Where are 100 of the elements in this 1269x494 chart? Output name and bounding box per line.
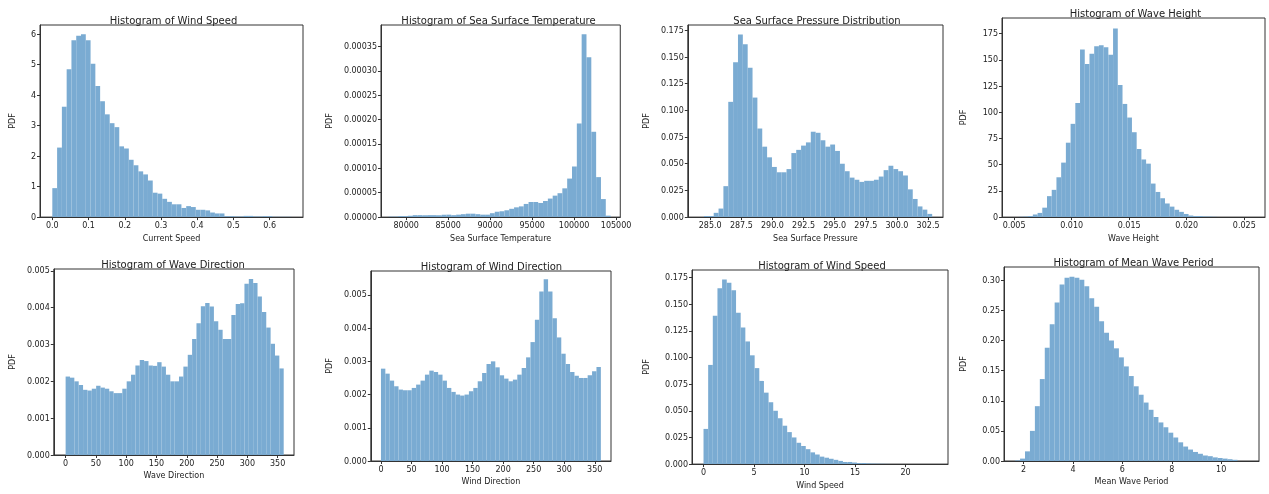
x-tick-label: 287.5: [729, 220, 753, 230]
y-tick-label: 0.10: [982, 396, 1000, 406]
x-tick-label: 0.010: [1060, 220, 1084, 230]
x-tick-label: 0.6: [263, 220, 277, 230]
y-tick-label: 125: [982, 81, 998, 91]
x-tick-label: 6: [1119, 464, 1125, 474]
y-axis-title: PDF: [641, 112, 651, 129]
x-axis-title: Wind Direction: [461, 477, 521, 487]
x-tick-label: 0: [378, 464, 384, 474]
x-tick-label: 150: [148, 458, 165, 468]
y-tick-label: 5: [30, 60, 36, 70]
y-tick-label: 0.003: [26, 340, 50, 350]
y-tick-label: 0.001: [343, 423, 367, 433]
chart-title: Histogram of Wave Height: [1069, 7, 1202, 19]
x-tick-label: 300.0: [885, 220, 909, 230]
x-axis-title: Wave Direction: [143, 471, 205, 481]
x-tick-label: 300: [239, 458, 255, 468]
x-tick-label: 300: [556, 464, 572, 474]
y-tick-label: 6: [30, 29, 36, 39]
x-tick-label: 0.3: [154, 220, 168, 230]
y-tick-label: 0.005: [343, 290, 367, 300]
y-tick-label: 0.002: [26, 376, 50, 386]
y-tick-label: 100: [982, 107, 998, 117]
chart-title: Histogram of Wave Direction: [101, 258, 245, 270]
y-tick-label: 0.050: [665, 406, 688, 416]
chart-title: Histogram of Mean Wave Period: [1053, 256, 1214, 268]
x-tick-label: 297.5: [854, 220, 878, 230]
x-tick-label: 350: [270, 458, 286, 468]
x-tick-label: 100: [118, 458, 134, 468]
y-tick-label: 0.00005: [343, 188, 377, 198]
y-tick-label: 0.05: [982, 426, 1000, 436]
y-tick-label: 0.005: [26, 266, 50, 276]
y-tick-label: 0.004: [26, 303, 50, 313]
y-tick-label: 0.075: [665, 379, 688, 389]
x-tick-label: 302.5: [916, 220, 940, 230]
y-axis-title: PDF: [324, 112, 334, 129]
x-tick-label: 0.015: [1117, 220, 1141, 230]
y-axis-title: PDF: [7, 112, 17, 129]
y-tick-label: 0.00030: [343, 66, 377, 76]
x-tick-label: 95000: [519, 220, 545, 230]
x-tick-label: 100000: [558, 220, 590, 230]
x-tick-label: 0.020: [1175, 220, 1199, 230]
chart-title: Histogram of Sea Surface Temperature: [401, 14, 596, 26]
y-tick-label: 0.25: [982, 305, 1000, 315]
y-tick-label: 0.000: [665, 459, 688, 469]
x-tick-label: 10: [1216, 464, 1227, 474]
y-tick-label: 0.00025: [343, 90, 377, 100]
y-axis-title: PDF: [958, 355, 968, 372]
y-tick-label: 0.002: [343, 390, 367, 400]
x-tick-label: 0.1: [82, 220, 95, 230]
x-tick-label: 20: [900, 467, 911, 477]
x-tick-label: 250: [526, 464, 542, 474]
x-tick-label: 0.0: [45, 220, 59, 230]
x-tick-label: 350: [587, 464, 603, 474]
x-tick-label: 295.0: [823, 220, 847, 230]
y-tick-label: 0.30: [982, 275, 1000, 285]
x-tick-label: 290.0: [761, 220, 784, 230]
x-tick-label: 0: [700, 467, 707, 477]
y-tick-label: 0.025: [665, 432, 688, 442]
y-tick-label: 0.025: [660, 185, 684, 195]
y-tick-label: 4: [30, 90, 36, 100]
x-tick-label: 285.0: [698, 220, 722, 230]
y-tick-label: 0.00010: [343, 163, 377, 173]
y-tick-label: 0.175: [665, 272, 688, 282]
y-axis-title: PDF: [7, 353, 17, 370]
y-tick-label: 0.00000: [343, 212, 377, 222]
chart-title: Histogram of Wind Speed: [109, 14, 238, 26]
y-tick-label: 0.150: [665, 299, 688, 309]
y-tick-label: 0.00035: [343, 41, 377, 51]
y-axis-title: PDF: [641, 358, 651, 375]
x-tick-label: 0: [63, 458, 69, 468]
y-tick-label: 25: [987, 186, 998, 196]
chart-title: Sea Surface Pressure Distribution: [733, 14, 901, 26]
y-tick-label: 150: [982, 55, 998, 65]
y-tick-label: 0.00: [982, 456, 1000, 466]
y-tick-label: 1: [30, 182, 36, 192]
chart-title: Histogram of Wind Direction: [420, 260, 563, 272]
y-tick-label: 0.00020: [343, 115, 377, 125]
y-tick-label: 3: [30, 121, 36, 131]
y-axis-title: PDF: [324, 357, 334, 374]
x-tick-label: 0.5: [227, 220, 240, 230]
x-axis-title: Sea Surface Pressure: [773, 233, 858, 243]
y-tick-label: 0.20: [982, 336, 1000, 345]
y-tick-label: 75: [987, 134, 998, 144]
y-tick-label: 0.004: [343, 323, 367, 333]
x-tick-label: 10: [799, 467, 810, 477]
x-tick-label: 100: [434, 464, 450, 474]
y-tick-label: 175: [982, 29, 998, 39]
x-tick-label: 150: [464, 464, 481, 474]
y-tick-label: 0.00015: [343, 139, 377, 149]
y-tick-label: 0.150: [660, 52, 684, 62]
y-tick-label: 0.15: [982, 366, 1000, 376]
x-tick-label: 4: [1070, 464, 1076, 474]
x-tick-label: 15: [849, 467, 861, 477]
y-tick-label: 0.001: [26, 413, 50, 423]
x-tick-label: 200: [495, 464, 511, 474]
x-tick-label: 0.2: [118, 220, 132, 230]
x-tick-label: 50: [406, 464, 417, 474]
x-tick-label: 0.4: [190, 220, 204, 230]
y-tick-label: 0.000: [26, 450, 50, 460]
